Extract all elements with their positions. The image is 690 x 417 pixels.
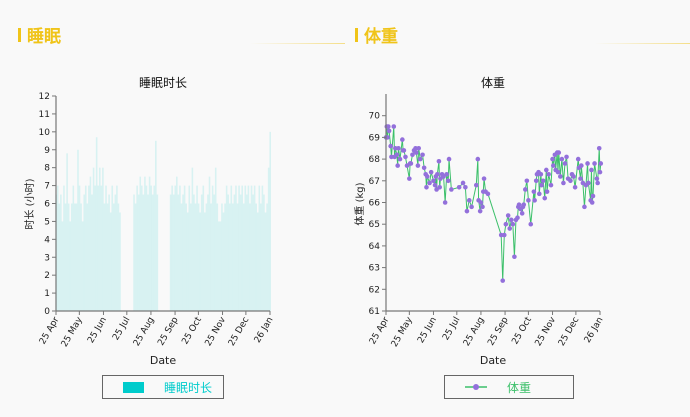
legend-swatch xyxy=(123,381,144,393)
legend-label: 体重 xyxy=(507,380,532,395)
weight-legend[interactable]: 体重 xyxy=(444,375,574,399)
section-marker xyxy=(18,27,21,42)
weight-section-header: 体重 xyxy=(355,22,398,47)
header-underline xyxy=(250,43,345,44)
weight-panel: 体重 体重 xyxy=(345,0,690,417)
sleep-legend[interactable]: 睡眠时长 xyxy=(102,375,224,399)
sleep-panel: 睡眠 睡眠时长 xyxy=(18,22,345,399)
section-marker xyxy=(355,27,358,42)
section-title: 睡眠 xyxy=(27,27,61,47)
legend-label: 睡眠时长 xyxy=(164,380,213,395)
header-underline xyxy=(595,43,690,44)
sleep-section-header: 睡眠 xyxy=(18,22,61,47)
section-title: 体重 xyxy=(364,27,398,47)
legend-line-marker-icon xyxy=(465,384,487,390)
